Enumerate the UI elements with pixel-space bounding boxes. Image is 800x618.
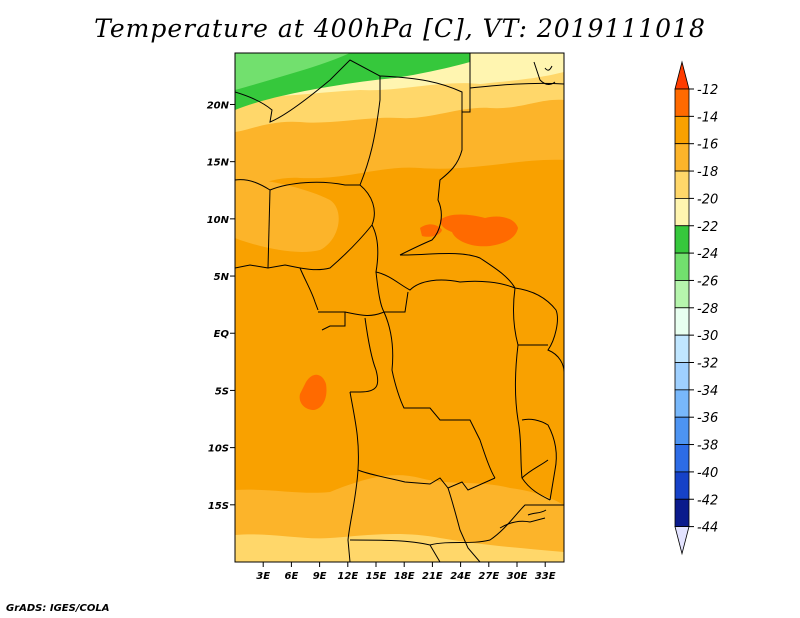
colorbar-swatch [674,197,690,227]
lon-tick-label: 33E [535,571,556,582]
border-line [350,317,379,393]
colorbar-label: -28 [697,302,718,317]
plot-frame [234,52,565,563]
border-line [357,469,496,491]
field-patch-minus14-west [299,374,327,410]
colorbar-label: -40 [697,466,718,481]
colorbar-label: -36 [697,411,718,426]
colorbar-swatch [674,334,690,363]
colorbar-swatch [674,389,690,418]
lat-tick-label: 5S [215,386,229,397]
lat-tick-label: 5N [214,272,230,283]
border-line [235,179,375,271]
lat-tick-label: 10S [208,444,229,455]
border-line [371,224,516,291]
lat-tick-label: EQ [214,329,230,340]
border-line [379,53,471,113]
border-line [349,539,441,562]
colorbar-swatch [674,307,690,336]
colorbar-swatch [674,280,690,309]
lon-tick-label: 9E [313,571,327,582]
field-band-minus20-south [235,533,564,562]
colorbar-label: -32 [697,357,718,372]
border-line [267,189,271,269]
border-line [447,487,481,562]
colorbar-swatch [674,143,690,172]
colorbar: -12 -14 -16 -18 -20 -22 -24 -26 -28 -30 -32 -34 -36 -… [674,60,718,556]
lat-tick-label: 10N [207,215,230,226]
colorbar-label: -22 [697,220,718,235]
colorbar-top-triangle [674,60,690,90]
lon-tick-label: 15E [366,571,387,582]
country-borders [235,53,564,562]
border-line [299,267,319,311]
map-title: Temperature at 400hPa [C], VT: 201911101… [94,14,706,43]
colorbar-swatch [674,444,690,473]
border-line [469,82,564,89]
colorbar-label: -14 [697,110,718,125]
temperature-field [235,53,564,562]
border-line [344,311,385,316]
colorbar-label: -20 [697,192,718,207]
colorbar-label: -18 [697,165,718,180]
colorbar-label: -44 [697,521,718,536]
colorbar-label: -12 [697,83,718,98]
lon-tick-label: 6E [285,571,299,582]
lon-tick-label: 30E [507,571,528,582]
border-line [318,311,346,331]
border-line [399,252,516,289]
colorbar-swatch [674,115,690,145]
border-line [533,61,556,85]
lat-tick-label: 15N [207,158,230,169]
colorbar-label: -34 [697,384,718,399]
border-line [521,459,549,479]
colorbar-swatch [674,498,690,528]
colorbar-bottom-triangle [674,526,690,556]
lon-tick-label: 27E [478,571,499,582]
field-band-minus18-west [235,175,339,252]
border-line [521,418,557,501]
field-band-minus26 [235,53,350,90]
border-line [399,112,463,256]
lat-tick-label: 20N [207,100,230,111]
lon-tick-label: 21E [422,571,443,582]
colorbar-label: -30 [697,329,718,344]
colorbar-swatch [674,362,690,391]
border-line [499,517,546,529]
colorbar-swatch [674,416,690,445]
border-line [383,311,496,479]
grads-credit: GrADS: IGES/COLA [6,603,110,614]
colorbar-label: -24 [697,247,718,262]
colorbar-swatch [674,471,690,500]
border-line [527,509,547,516]
colorbar-label: -26 [697,274,718,289]
field-patch-minus14-east [440,214,518,247]
lon-tick-label: 3E [256,571,270,582]
lat-tick-label: 15S [208,501,229,512]
border-line [514,287,564,373]
lon-tick-label: 24E [450,571,471,582]
colorbar-swatch [674,225,690,254]
longitude-axis: 3E 6E 9E 12E 15E 18E 21E 24E 27E 30E 33E [256,562,556,582]
colorbar-swatch [674,88,690,117]
border-line [429,504,564,546]
border-line [513,287,551,501]
latitude-axis: 20N 15N 10N 5N EQ 5S 10S 15S [207,100,235,512]
colorbar-swatch [674,170,690,199]
colorbar-swatch [674,252,690,281]
lon-tick-label: 12E [337,571,358,582]
lon-tick-label: 18E [394,571,415,582]
colorbar-label: -38 [697,439,718,454]
colorbar-label: -16 [697,138,718,153]
border-line [235,59,381,186]
colorbar-label: -42 [697,493,718,508]
